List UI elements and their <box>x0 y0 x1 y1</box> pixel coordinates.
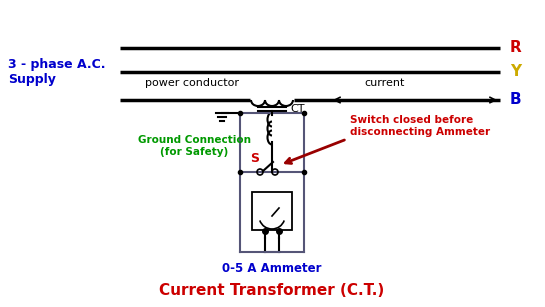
Text: CT: CT <box>290 104 305 114</box>
Text: Ground Connection
(for Safety): Ground Connection (for Safety) <box>137 135 251 157</box>
Text: S: S <box>250 153 259 165</box>
Text: B: B <box>510 92 522 107</box>
Text: 3 - phase A.C.
Supply: 3 - phase A.C. Supply <box>8 58 106 86</box>
Text: Switch closed before
disconnecting Ammeter: Switch closed before disconnecting Ammet… <box>350 115 490 137</box>
Text: current: current <box>365 78 405 88</box>
Text: power conductor: power conductor <box>145 78 239 88</box>
Text: Current Transformer (C.T.): Current Transformer (C.T.) <box>159 283 385 298</box>
Bar <box>252 192 292 230</box>
Text: R: R <box>510 41 522 56</box>
Text: Y: Y <box>510 64 521 80</box>
Text: 0-5 A Ammeter: 0-5 A Ammeter <box>222 262 322 275</box>
